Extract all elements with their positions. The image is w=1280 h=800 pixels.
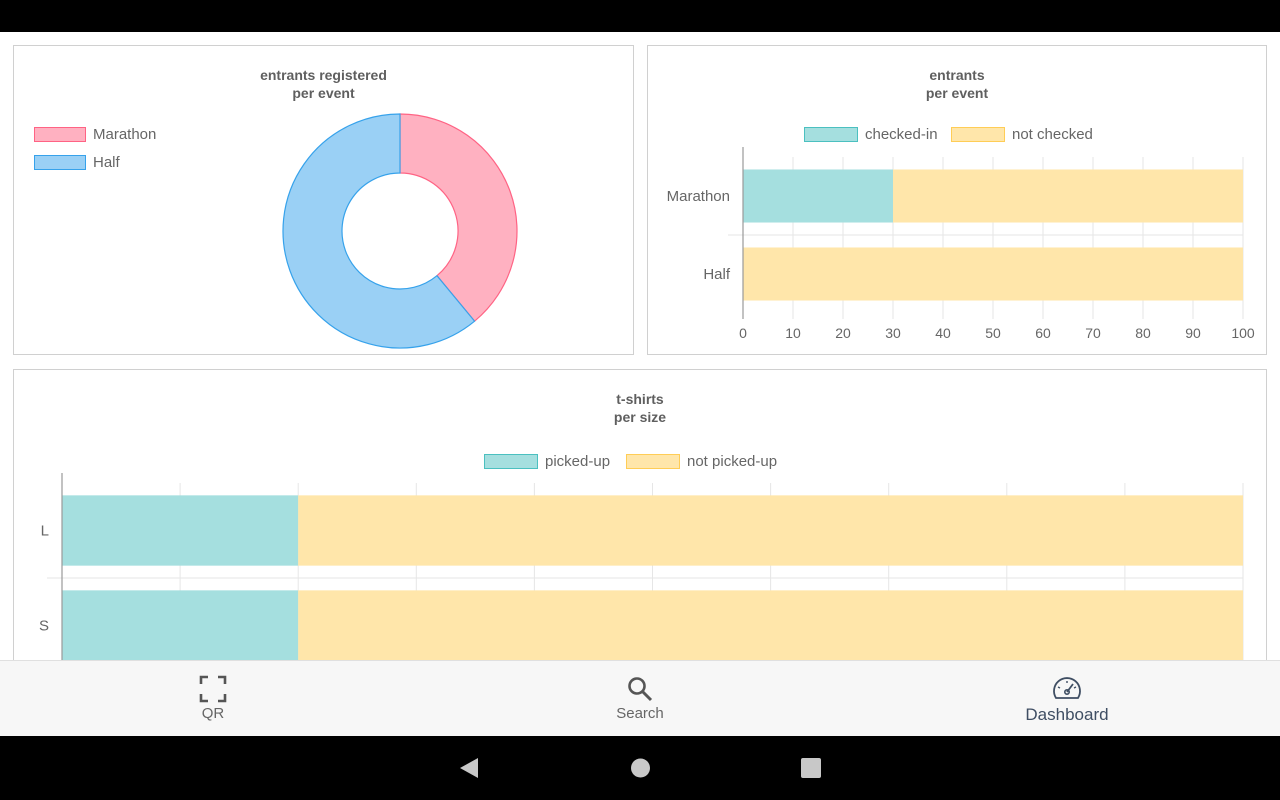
bar-not-picked-up-l [298,495,1243,566]
x-tick-label: 40 [935,325,951,341]
legend-swatch [951,127,1005,142]
legend-label: checked-in [865,126,938,143]
category-label: Half [703,266,731,283]
bar-picked-up-s [62,590,299,661]
entrants-registered-card: entrants registered per event Marathon H… [13,45,634,355]
status-bar [0,0,1280,32]
chart-title-line: entrants registered [260,67,387,83]
tshirts-per-size-card: t-shirts per size picked-up not picked-u… [13,369,1267,689]
speedometer-icon [1051,674,1083,704]
bar-not-checked-half [743,247,1243,301]
legend-item-checked-in[interactable]: checked-in [804,126,938,143]
x-tick-label: 100 [1231,325,1255,341]
legend-item-picked-up[interactable]: picked-up [484,453,610,470]
legend-swatch [626,454,680,469]
legend-item-marathon[interactable]: Marathon [34,126,156,143]
entrants-per-event-card: entrants per event checked-in not checke… [647,45,1267,355]
legend-label: not checked [1012,126,1093,143]
chart-title: t-shirts per size [14,390,1266,426]
tshirts-bar-chart: LS [39,473,1244,673]
x-tick-label: 70 [1085,325,1101,341]
x-tick-label: 10 [785,325,801,341]
chart-title-line: entrants [929,67,985,83]
legend-label: picked-up [545,453,611,470]
chart-title: entrants registered per event [14,66,633,102]
legend-swatch [484,454,538,469]
chart-subtitle-line: per size [613,409,667,425]
category-label: Marathon [667,188,730,205]
chart-title-line: t-shirts [616,391,664,407]
bottom-navigation: QR Search Dashboard [0,660,1280,736]
donut-chart [282,113,518,349]
nav-label: Dashboard [1025,705,1109,724]
search-icon [626,674,654,704]
system-navigation-bar [0,736,1280,800]
x-tick-label: 30 [885,325,901,341]
nav-label: Search [616,705,664,722]
legend-label: not picked-up [687,453,778,470]
x-tick-label: 50 [985,325,1001,341]
legend-item-not-checked[interactable]: not checked [951,126,1093,143]
nav-label: QR [201,705,225,722]
x-tick-label: 80 [1135,325,1151,341]
bar-not-picked-up-s [298,590,1243,661]
home-icon[interactable] [629,756,652,785]
legend-item-half[interactable]: Half [34,154,120,171]
chart-subtitle-line: per event [292,85,355,101]
nav-item-search[interactable]: Search [560,661,720,737]
qr-scan-icon [199,674,227,704]
legend-swatch [34,155,86,170]
category-label: S [39,618,49,635]
back-icon[interactable] [458,756,480,785]
bar-not-checked-marathon [893,169,1243,223]
x-tick-label: 60 [1035,325,1051,341]
legend-label: Marathon [93,126,157,143]
legend-item-not-picked-up[interactable]: not picked-up [626,453,777,470]
x-tick-label: 0 [739,325,747,341]
legend-swatch [34,127,86,142]
category-label: L [41,523,49,540]
x-tick-label: 20 [835,325,851,341]
entrants-bar-chart: Marathon Half 0 10 20 30 40 50 60 70 80 90 100 [667,147,1255,341]
bar-checked-in-marathon [743,169,893,223]
nav-item-dashboard[interactable]: Dashboard [987,661,1147,737]
donut-slice-half [282,113,476,349]
legend-swatch [804,127,858,142]
x-tick-label: 90 [1185,325,1201,341]
bar-picked-up-l [62,495,299,566]
legend-label: Half [93,154,120,171]
chart-subtitle-line: per event [925,85,989,101]
nav-item-qr[interactable]: QR [133,661,293,737]
chart-title: entrants per event [648,66,1266,102]
donut-slice-marathon [399,113,518,322]
recents-icon[interactable] [800,756,822,785]
